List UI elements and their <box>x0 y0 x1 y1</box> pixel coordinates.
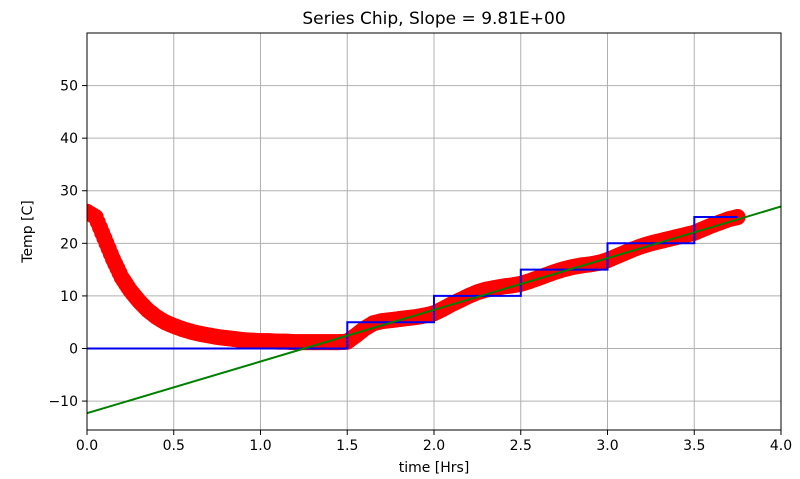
plot-series <box>87 203 781 415</box>
x-axis-label: time [Hrs] <box>399 460 470 476</box>
y-tick-label: 30 <box>60 184 78 200</box>
y-axis-label: Temp [C] <box>20 200 36 263</box>
x-tick-label: 0.5 <box>163 438 185 454</box>
y-tick-label: 50 <box>60 79 78 95</box>
x-tick-label: 1.5 <box>336 438 358 454</box>
y-tick-label: 0 <box>69 341 78 357</box>
x-tick-label: 3.0 <box>596 438 618 454</box>
x-tick-label: 2.5 <box>510 438 532 454</box>
y-tick-label: 20 <box>60 236 78 252</box>
x-tick-label: 0.0 <box>76 438 98 454</box>
fit-line <box>87 205 781 415</box>
x-tick-label: 1.0 <box>249 438 271 454</box>
y-tick-label: −10 <box>48 394 78 410</box>
y-axis-ticks: −10 0 10 20 30 40 50 <box>48 79 87 410</box>
chart-title: Series Chip, Slope = 9.81E+00 <box>302 9 565 29</box>
x-axis-ticks: 0.0 0.5 1.0 1.5 2.0 2.5 3.0 3.5 4.0 <box>76 430 792 454</box>
x-tick-label: 3.5 <box>683 438 705 454</box>
y-tick-label: 40 <box>60 131 78 147</box>
setpoint-step-line <box>87 216 738 350</box>
y-tick-label: 10 <box>60 289 78 305</box>
x-tick-label: 2.0 <box>423 438 445 454</box>
x-tick-label: 4.0 <box>770 438 792 454</box>
